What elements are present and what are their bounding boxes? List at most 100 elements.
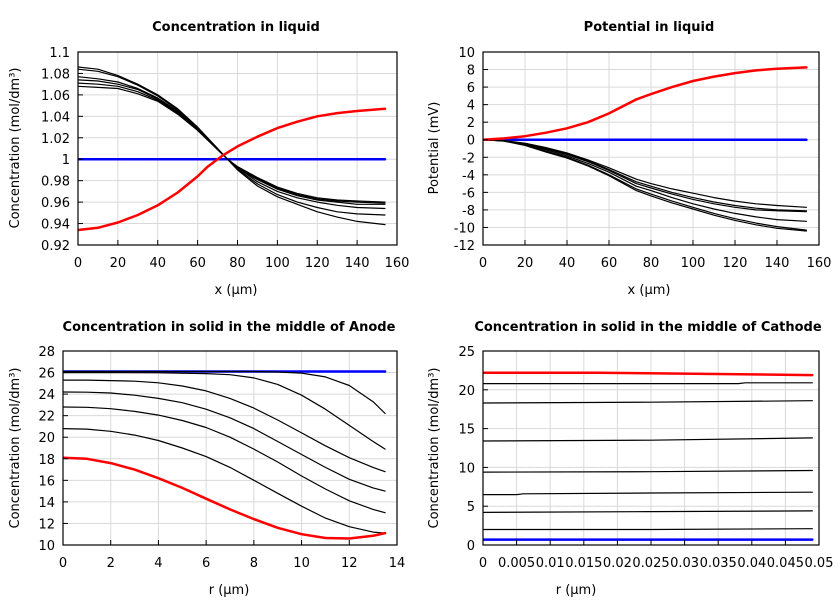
y-tick-label: 5 [467,500,475,515]
chart-title: Concentration in liquid [152,20,320,35]
series-line-black-7 [483,382,813,385]
x-axis-label: r (µm) [556,583,597,598]
y-tick-label: 25 [458,345,475,360]
chart-title: Concentration in solid in the middle of … [63,320,396,335]
x-tick-label: 0 [479,556,487,571]
panel-anode-solid-concentration: 0 2 4 6 8 10 12 1410121416182022242628Concentra… [8,320,405,598]
series-line-black-3 [78,76,386,210]
x-tick-label: 160 [385,256,410,271]
series-line-final [483,371,814,377]
series-line-black-5 [483,139,808,231]
y-tick-label: 15 [458,423,475,438]
y-tick-label: 2 [467,116,475,131]
y-tick-label: 1 [62,153,70,168]
x-tick-label: 0 [74,256,82,271]
y-tick-label: 1.1 [49,46,70,61]
x-tick-label: 0 [479,256,487,271]
series-line-final [78,107,387,232]
series-group [483,371,814,541]
x-tick-label: 0 [59,556,67,571]
series-line-black-6 [63,428,386,534]
series-line-black-4 [78,79,386,205]
y-tick-label: 0 [467,134,475,149]
y-axis-label: Potential (mV) [427,102,442,195]
x-tick-label: 140 [765,256,790,271]
panel-cathode-solid-concentration: 0 0.005 0.01 0.015 0.02 0.025 0.03 0.035 0.04 0.0… [427,320,833,598]
plot-frame [62,350,398,546]
series-line-black-2 [483,510,813,514]
y-tick-label: -12 [454,239,475,254]
x-tick-label: 0.02 [603,556,632,571]
y-tick-label: 0.92 [41,239,70,254]
x-tick-label: 0.04 [737,556,766,571]
y-tick-label: 0.94 [41,218,70,233]
y-axis-label: Concentration (mol/dm³) [8,368,23,529]
series-line-black-1 [63,370,386,415]
series-group [63,370,387,540]
x-tick-label: 0.05 [805,556,834,571]
y-tick-label: -4 [462,169,475,184]
y-tick-label: 0.98 [41,175,70,190]
x-tick-label: 20 [517,256,534,271]
x-tick-label: 60 [189,256,206,271]
series-line-black-5 [483,437,813,442]
x-tick-label: 14 [389,556,406,571]
x-tick-label: 80 [229,256,246,271]
x-tick-label: 0.035 [700,556,737,571]
y-axis-label: Concentration (mol/dm³) [8,68,23,229]
series-line-black-6 [483,400,813,404]
series-group [78,66,387,232]
y-tick-label: 4 [467,99,475,114]
series-line-black-2 [78,68,386,216]
series-line-black-1 [483,528,813,531]
y-tick-label: 14 [38,496,55,511]
x-tick-label: 0.03 [670,556,699,571]
x-tick-label: 0.005 [498,556,535,571]
series-line-black-5 [78,82,386,204]
series-line-black-6 [483,139,808,232]
y-tick-label: 24 [38,388,55,403]
x-tick-label: 8 [250,556,258,571]
x-tick-label: 0.045 [767,556,804,571]
y-tick-label: 16 [38,474,55,489]
x-tick-label: 40 [559,256,576,271]
x-tick-label: 6 [202,556,210,571]
y-tick-label: -10 [454,221,475,236]
y-tick-label: 18 [38,453,55,468]
series-group [483,66,808,232]
series-line-black-3 [483,139,808,213]
x-tick-label: 120 [305,256,330,271]
y-tick-label: -8 [462,204,475,219]
series-line-black-1 [483,139,808,208]
x-tick-label: 20 [110,256,127,271]
x-tick-label: 140 [345,256,370,271]
series-line-black-3 [483,491,813,496]
x-axis-label: x (µm) [215,283,258,298]
chart-title: Potential in liquid [584,20,715,35]
x-axis-label: r (µm) [209,583,250,598]
series-line-final [63,456,387,540]
x-tick-label: 40 [149,256,166,271]
x-tick-label: 160 [807,256,832,271]
series-line-black-4 [483,469,813,473]
y-tick-label: -6 [462,186,475,201]
y-tick-label: 22 [38,410,55,425]
panel-liquid-concentration: 0 20 40 60 80 100 120 140 160 0.92 0.94 0.96 0.98 1 1.… [8,20,409,298]
series-line-black-5 [63,406,386,514]
panel-liquid-potential: 0 20 40 60 80 100 120 140 160 -12 -10 -8 -6 -4 -2 0 2 4 6 8… [427,20,831,298]
y-tick-label: 28 [38,345,55,360]
x-tick-label: 4 [154,556,162,571]
y-tick-label: -2 [462,151,475,166]
y-axis-label: Concentration (mol/dm³) [427,368,442,529]
y-tick-label: 20 [458,384,475,399]
series-line-black-4 [63,391,386,492]
series-line-black-3 [63,379,386,473]
y-tick-label: 0.96 [41,196,70,211]
x-axis-label: x (µm) [628,283,671,298]
series-line-black-2 [63,372,386,450]
x-tick-label: 0.015 [565,556,602,571]
y-tick-label: 8 [467,64,475,79]
y-tick-label: 0 [467,539,475,554]
x-tick-label: 10 [293,556,310,571]
